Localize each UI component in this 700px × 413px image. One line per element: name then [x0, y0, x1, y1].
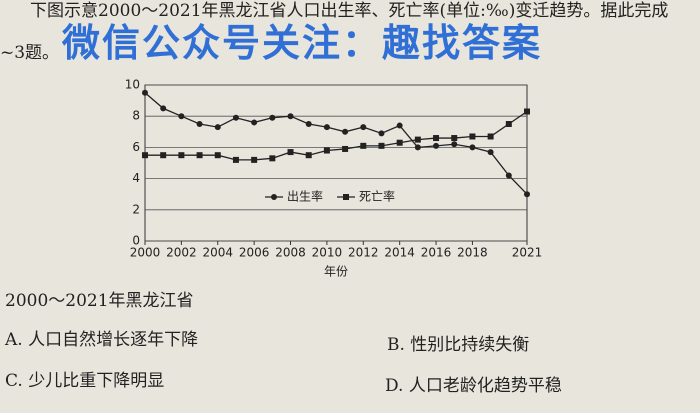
watermark: 微信公众号关注：趣找答案 — [62, 21, 543, 65]
legend-label: 出生率 — [287, 189, 323, 204]
data-point — [469, 133, 476, 140]
data-point — [214, 124, 221, 131]
x-tick-label: 2016 — [421, 246, 452, 260]
x-tick-label: 2000 — [130, 246, 161, 260]
data-point — [342, 145, 349, 152]
y-tick-label: 2 — [132, 202, 140, 216]
data-point — [342, 128, 349, 135]
data-point — [251, 156, 258, 163]
data-point — [487, 149, 494, 156]
data-point — [287, 149, 294, 156]
y-tick-label: 10 — [125, 78, 140, 92]
option: C. 少儿比重下降明显 — [5, 371, 165, 391]
legend-marker — [343, 194, 349, 200]
data-point — [232, 114, 239, 121]
x-tick-label: 2008 — [275, 246, 306, 260]
intro-line-2: ~3题。 — [0, 43, 60, 63]
data-point — [142, 152, 148, 159]
y-tick-label: 6 — [132, 140, 140, 154]
data-point — [305, 121, 312, 127]
y-tick-label: 4 — [132, 171, 140, 185]
data-point — [451, 141, 458, 148]
option: B. 性别比持续失衡 — [387, 335, 530, 355]
data-point — [396, 122, 403, 129]
data-point — [469, 144, 476, 151]
x-tick-label: 2010 — [312, 246, 343, 260]
data-point — [196, 121, 203, 127]
data-point — [451, 135, 458, 142]
x-tick-label: 2006 — [239, 246, 270, 260]
data-point — [396, 139, 403, 146]
data-point — [505, 121, 512, 127]
data-point — [378, 142, 385, 149]
data-point — [269, 114, 276, 121]
y-tick-label: 8 — [132, 109, 140, 123]
data-point — [160, 152, 167, 159]
x-tick-label: 2018 — [457, 246, 488, 260]
data-point — [433, 135, 440, 142]
data-point — [232, 156, 239, 163]
data-point — [178, 113, 185, 120]
x-tick-label: 2002 — [166, 246, 197, 260]
option: D. 人口老龄化趋势平稳 — [385, 376, 562, 396]
data-point — [323, 147, 330, 154]
data-point — [305, 152, 312, 159]
data-point — [360, 142, 367, 149]
data-point — [196, 152, 203, 159]
question-stem: 2000～2021年黑龙江省 — [5, 291, 194, 311]
data-point — [524, 108, 530, 115]
data-point — [214, 152, 221, 159]
data-point — [287, 113, 294, 120]
intro-line: 下图示意2000～2021年黑龙江省人口出生率、死亡率(单位:‰)变迁趋势。据此… — [30, 1, 669, 21]
data-point — [323, 124, 330, 131]
data-point — [160, 105, 167, 112]
x-tick-label: 2021 — [512, 246, 543, 260]
series-line — [144, 92, 528, 195]
data-point — [487, 133, 494, 140]
data-point — [378, 130, 385, 137]
data-point — [142, 89, 148, 96]
plot-frame — [144, 84, 528, 242]
data-point — [178, 152, 185, 159]
x-tick-label: 2004 — [202, 246, 233, 260]
data-point — [251, 119, 258, 126]
data-point — [414, 136, 421, 143]
legend-label: 死亡率 — [359, 189, 395, 204]
data-point — [524, 191, 530, 198]
y-tick-label: 0 — [132, 234, 140, 248]
legend-marker — [271, 194, 277, 200]
series-line — [145, 110, 528, 161]
data-point — [414, 144, 421, 151]
data-point — [360, 124, 367, 131]
x-tick-label: 2012 — [348, 246, 379, 260]
data-point — [433, 142, 440, 149]
x-tick-label: 2014 — [384, 246, 415, 260]
data-point — [505, 172, 512, 179]
x-axis-label: 年份 — [324, 265, 348, 279]
data-point — [269, 155, 276, 162]
option: A. 人口自然增长逐年下降 — [5, 330, 199, 350]
